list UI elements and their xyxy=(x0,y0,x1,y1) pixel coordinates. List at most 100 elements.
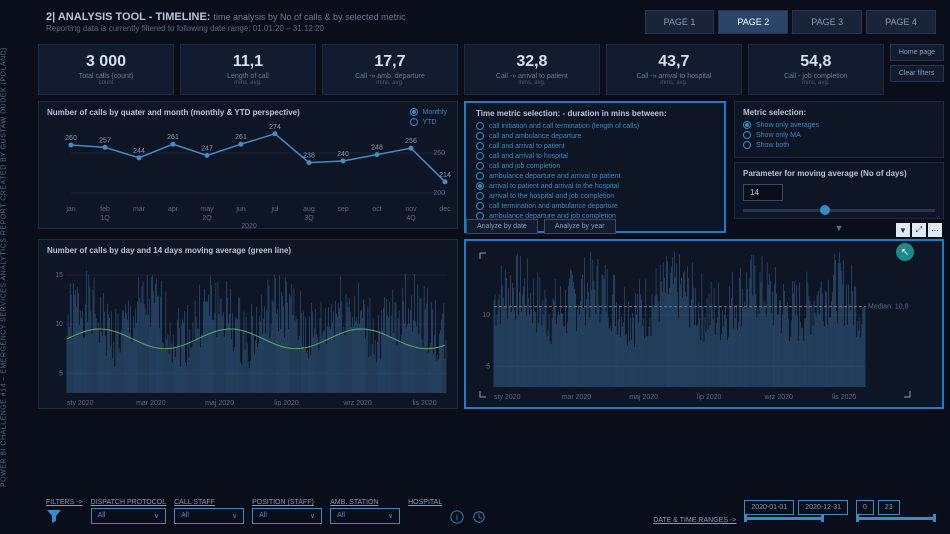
svg-text:3Q: 3Q xyxy=(304,215,314,222)
metric-sel-opt-1[interactable]: Show only MA xyxy=(743,131,935,139)
time-metric-opt-2[interactable]: call and arrival to patient xyxy=(476,142,714,150)
svg-text:256: 256 xyxy=(405,138,417,145)
chart-tools: ▼ ⤢ ⋯ xyxy=(896,223,942,237)
svg-text:257: 257 xyxy=(99,137,111,144)
time-metric-opt-4[interactable]: call and job completion xyxy=(476,162,714,170)
analyze-chart[interactable]: Analyze by dateAnalyze by year ▼ ⤢ ⋯ ↖ 5… xyxy=(464,239,944,409)
date-slider[interactable] xyxy=(744,517,824,520)
svg-text:maj 2020: maj 2020 xyxy=(205,400,234,407)
metric-sel-title: Metric selection: xyxy=(743,108,935,117)
svg-text:lip 2020: lip 2020 xyxy=(697,394,722,401)
date-range-label: DATE & TIME RANGES -> xyxy=(653,517,736,524)
time-metric-opt-3[interactable]: call and arrival to hospital xyxy=(476,152,714,160)
analyze-btn-1[interactable]: Analyze by year xyxy=(544,219,616,234)
svg-text:Median: 10,8: Median: 10,8 xyxy=(868,304,909,311)
svg-text:4Q: 4Q xyxy=(406,215,416,222)
time-metric-opt-6[interactable]: arrival to patient and arrival to the ho… xyxy=(476,182,714,190)
svg-text:jun: jun xyxy=(235,206,245,213)
ma-param-input[interactable] xyxy=(743,184,783,201)
monthly-chart: Number of calls by quater and month (mon… xyxy=(38,101,458,229)
home-button[interactable]: Home page xyxy=(890,44,944,61)
filter-label-0: DISPATCH PROTOCOL xyxy=(91,499,166,506)
funnel-icon[interactable] xyxy=(46,508,62,524)
header: 2| ANALYSIS TOOL - TIMELINE: time analys… xyxy=(38,6,944,38)
kpi-4: 43,7Call -» arrival to hospitalmins, avg… xyxy=(606,44,742,95)
svg-text:10: 10 xyxy=(482,312,490,319)
time-from[interactable]: 0 xyxy=(856,500,874,515)
ma-param-title: Parameter for moving average (No of days… xyxy=(743,169,935,178)
page-subtitle: time analysis by No of calls & by select… xyxy=(214,12,406,22)
metric-sel-opt-2[interactable]: Show both xyxy=(743,141,935,149)
filter-sel-3[interactable]: All∨ xyxy=(330,508,400,524)
page-title: ANALYSIS TOOL - TIMELINE: xyxy=(58,11,211,23)
time-metric-opt-0[interactable]: call initiation and call termination (le… xyxy=(476,122,714,130)
tab-page-2[interactable]: PAGE 2 xyxy=(718,10,788,34)
svg-text:sty 2020: sty 2020 xyxy=(67,400,94,407)
monthly-chart-title: Number of calls by quater and month (mon… xyxy=(47,108,449,117)
svg-text:may: may xyxy=(200,206,214,213)
time-slider[interactable] xyxy=(856,517,936,520)
kpi-5: 54,8Call - job completionmins, avg. xyxy=(748,44,884,95)
svg-text:jan: jan xyxy=(65,206,75,213)
svg-text:aug: aug xyxy=(303,206,315,213)
svg-text:261: 261 xyxy=(235,134,247,141)
svg-text:274: 274 xyxy=(269,124,281,131)
sidebar-credit: POWER BI CHALLENGE #14 – EMERGENCY SERVI… xyxy=(1,47,8,487)
day-chart: Number of calls by day and 14 days movin… xyxy=(38,239,458,409)
svg-text:mar 2020: mar 2020 xyxy=(136,400,166,407)
svg-text:sty 2020: sty 2020 xyxy=(494,394,521,401)
svg-text:dec: dec xyxy=(439,206,451,213)
filter-label-2: POSITION (STAFF) xyxy=(252,499,322,506)
svg-text:15: 15 xyxy=(55,272,63,279)
filters-lead: FILTERS -> xyxy=(46,499,83,506)
filter-sel-0[interactable]: All∨ xyxy=(91,508,166,524)
date-to[interactable]: 2020-12-31 xyxy=(798,500,848,515)
svg-text:maj 2020: maj 2020 xyxy=(629,394,658,401)
analyze-btn-0[interactable]: Analyze by date xyxy=(466,219,538,234)
svg-text:oct: oct xyxy=(372,206,381,213)
kpi-2: 17,7Call -» amb. departuremins, avg. xyxy=(322,44,458,95)
clear-filters-button[interactable]: Clear filters xyxy=(890,65,944,82)
info-icon[interactable]: i xyxy=(450,510,464,524)
kpi-row: 3 000Total calls (count)count11,1Length … xyxy=(38,44,944,95)
svg-text:2Q: 2Q xyxy=(202,215,212,222)
date-from[interactable]: 2020-01-01 xyxy=(744,500,794,515)
time-metric-panel: Time metric selection: - duration in min… xyxy=(464,101,726,233)
focus-icon[interactable]: ⤢ xyxy=(912,223,926,237)
filter-icon[interactable]: ▼ xyxy=(896,223,910,237)
tab-page-4[interactable]: PAGE 4 xyxy=(866,10,936,34)
kpi-0: 3 000Total calls (count)count xyxy=(38,44,174,95)
svg-text:214: 214 xyxy=(439,172,451,179)
radio-ytd[interactable]: YTD xyxy=(410,118,447,126)
clock-icon[interactable] xyxy=(472,510,486,524)
tab-page-1[interactable]: PAGE 1 xyxy=(645,10,715,34)
time-metric-opt-5[interactable]: ambulance departure and arrival to patie… xyxy=(476,172,714,180)
ma-param-panel: Parameter for moving average (No of days… xyxy=(734,162,944,219)
svg-text:feb: feb xyxy=(100,206,110,213)
title-num: 2| xyxy=(46,11,55,23)
svg-text:5: 5 xyxy=(59,370,63,377)
monthly-radio-group: Monthly YTD xyxy=(410,108,447,128)
kpi-1: 11,1Length of callmins, avg. xyxy=(180,44,316,95)
day-chart-title: Number of calls by day and 14 days movin… xyxy=(47,246,449,255)
svg-text:sep: sep xyxy=(337,206,348,213)
time-to[interactable]: 23 xyxy=(878,500,900,515)
filter-sel-2[interactable]: All∨ xyxy=(252,508,322,524)
svg-text:mar: mar xyxy=(133,206,146,213)
kpi-3: 32,8Call -» arrival to patientmins, avg. xyxy=(464,44,600,95)
svg-text:wrz 2020: wrz 2020 xyxy=(764,394,794,401)
time-metric-opt-1[interactable]: call and ambulance departure xyxy=(476,132,714,140)
metric-sel-opt-0[interactable]: Show only averages xyxy=(743,121,935,129)
ma-slider[interactable] xyxy=(743,209,935,212)
time-metric-opt-7[interactable]: arrival to the hospital and job completi… xyxy=(476,192,714,200)
svg-text:240: 240 xyxy=(337,151,349,158)
tab-page-3[interactable]: PAGE 3 xyxy=(792,10,862,34)
time-metric-opt-8[interactable]: call termination and ambulance departure xyxy=(476,202,714,210)
svg-text:244: 244 xyxy=(133,148,145,155)
svg-text:248: 248 xyxy=(371,145,383,152)
radio-monthly[interactable]: Monthly xyxy=(410,108,447,116)
more-icon[interactable]: ⋯ xyxy=(928,223,942,237)
filter-sel-1[interactable]: All∨ xyxy=(174,508,244,524)
metric-selection-panel: Metric selection: Show only averages Show… xyxy=(734,101,944,158)
filter-label-1: CALL STAFF xyxy=(174,499,244,506)
